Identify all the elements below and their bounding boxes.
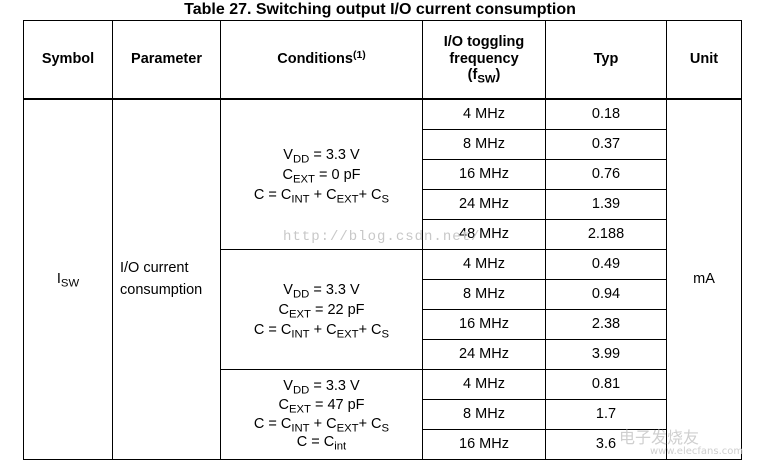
table-row: 16 MHz 3.6	[24, 429, 742, 460]
table-row: 8 MHz 0.37	[24, 129, 742, 160]
frequency-cell: 16 MHz	[422, 159, 546, 190]
conditions-cell-group-3: VDD = 3.3 V CEXT = 47 pF C = CINT + CEXT…	[220, 369, 423, 460]
frequency-cell: 4 MHz	[422, 369, 546, 400]
header-parameter: Parameter	[112, 20, 221, 100]
header-row: Symbol Parameter Conditions(1) I/O toggl…	[23, 20, 742, 100]
table-row: VDD = 3.3 V CEXT = 47 pF C = CINT + CEXT…	[24, 369, 742, 460]
symbol-cell: ISW	[23, 98, 113, 460]
typ-cell: 3.99	[545, 339, 667, 370]
frequency-cell: 8 MHz	[422, 399, 546, 430]
header-frequency: I/O toggling frequency (fSW)	[422, 20, 546, 100]
typ-cell: 0.81	[545, 369, 667, 400]
current-consumption-table: Symbol Parameter Conditions(1) I/O toggl…	[23, 20, 742, 460]
footnote-marker: (1)	[352, 49, 366, 61]
table-row: 24 MHz 3.99	[24, 339, 742, 370]
table-row: 16 MHz 2.38	[24, 309, 742, 340]
table-row: 24 MHz 1.39	[24, 189, 742, 220]
table-title: Table 27. Switching output I/O current c…	[184, 1, 576, 18]
typ-cell: 0.49	[545, 249, 667, 280]
typ-cell: 0.37	[545, 129, 667, 160]
frequency-cell: 24 MHz	[422, 189, 546, 220]
table-row: VDD = 3.3 V CEXT = 22 pF C = CINT + CEXT…	[24, 249, 742, 370]
frequency-cell: 8 MHz	[422, 279, 546, 310]
frequency-cell: 48 MHz	[422, 219, 546, 250]
unit-cell: mA	[666, 98, 742, 460]
typ-cell: 0.76	[545, 159, 667, 190]
typ-cell: 1.39	[545, 189, 667, 220]
frequency-cell: 16 MHz	[422, 309, 546, 340]
frequency-cell: 16 MHz	[422, 429, 546, 460]
conditions-cell-group-1: VDD = 3.3 V CEXT = 0 pF C = CINT + CEXT+…	[220, 98, 423, 250]
typ-cell: 2.38	[545, 309, 667, 340]
frequency-cell: 8 MHz	[422, 129, 546, 160]
table-row: 8 MHz 0.94	[24, 279, 742, 310]
parameter-cell: I/O current consumption	[112, 98, 221, 460]
header-conditions: Conditions(1)	[220, 20, 423, 100]
header-typ: Typ	[545, 20, 667, 100]
typ-cell: 2.188	[545, 219, 667, 250]
table-row: 48 MHz 2.188	[24, 219, 742, 250]
frequency-cell: 24 MHz	[422, 339, 546, 370]
table-row: 16 MHz 0.76	[24, 159, 742, 190]
typ-cell: 0.18	[545, 98, 667, 130]
header-symbol: Symbol	[23, 20, 113, 100]
table-row: ISW I/O current consumption VDD = 3.3 V …	[23, 98, 742, 460]
frequency-cell: 4 MHz	[422, 249, 546, 280]
frequency-cell: 4 MHz	[422, 98, 546, 130]
typ-cell: 3.6	[545, 429, 667, 460]
conditions-cell-group-2: VDD = 3.3 V CEXT = 22 pF C = CINT + CEXT…	[220, 249, 423, 370]
header-unit: Unit	[666, 20, 742, 100]
typ-cell: 1.7	[545, 399, 667, 430]
typ-cell: 0.94	[545, 279, 667, 310]
